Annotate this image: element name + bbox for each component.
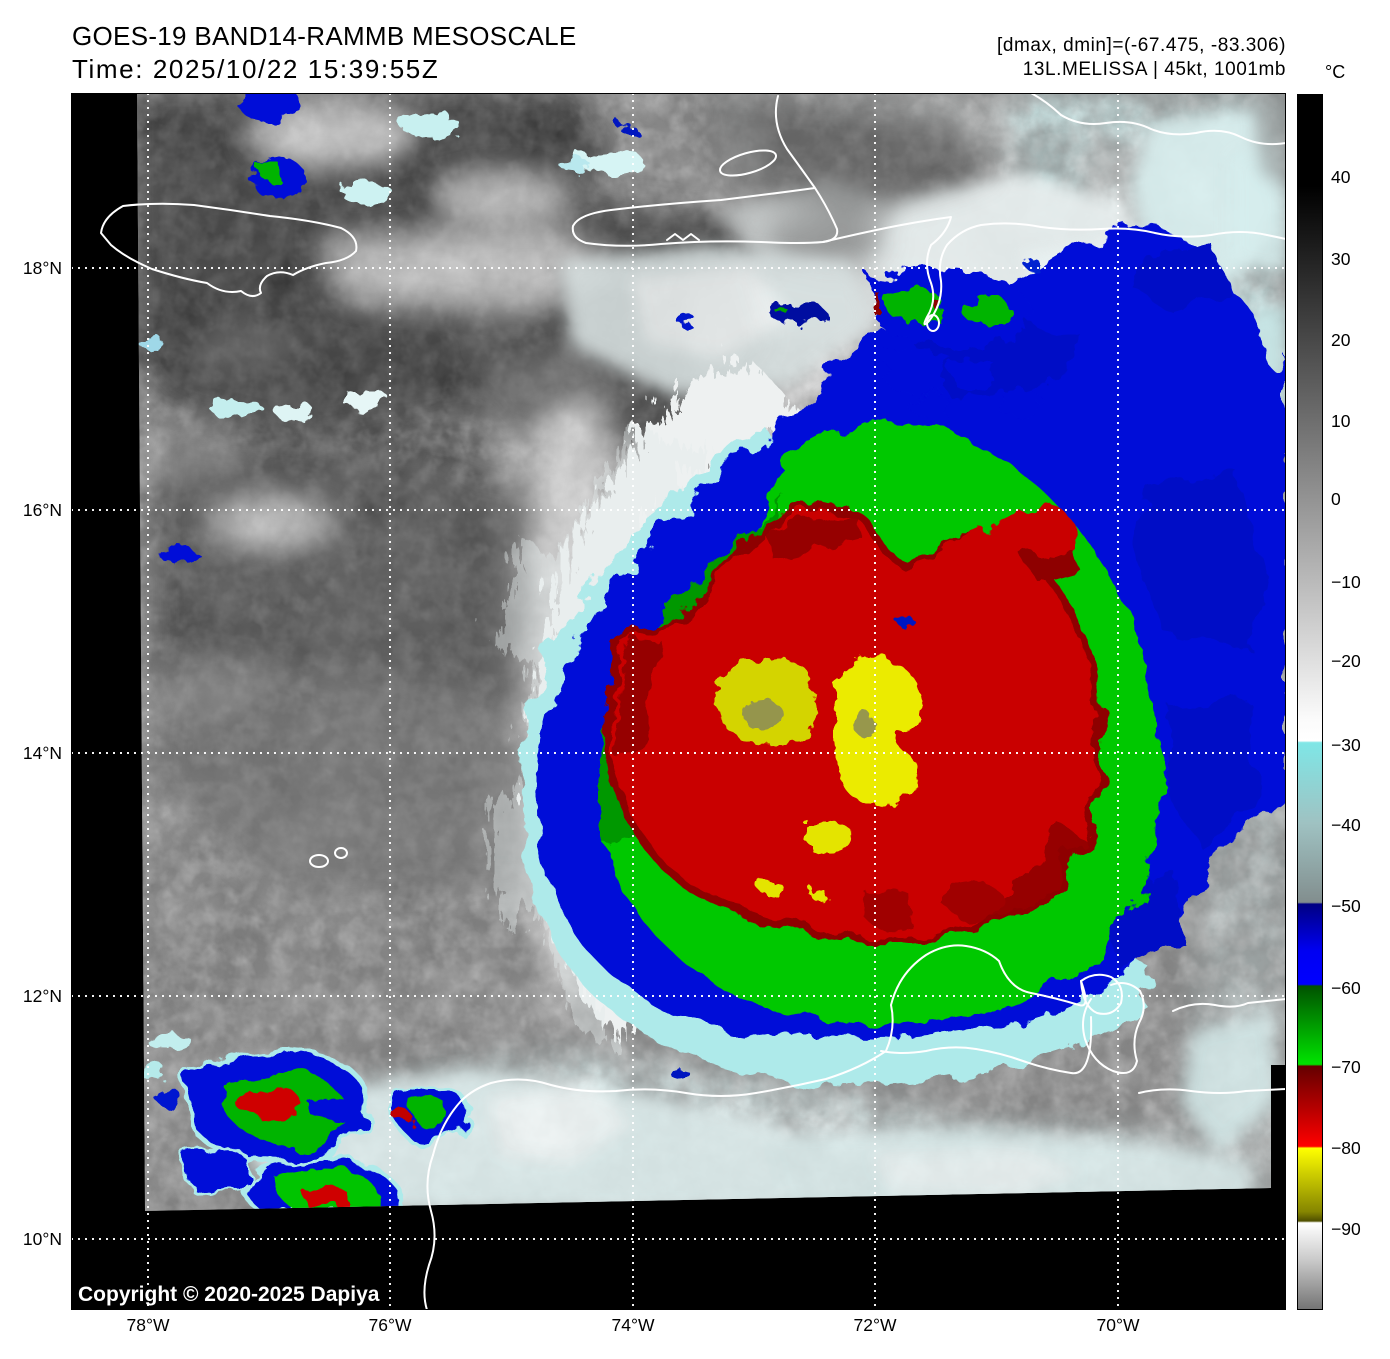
svg-text:Copyright © 2020-2025 Dapiya: Copyright © 2020-2025 Dapiya xyxy=(78,1283,380,1306)
